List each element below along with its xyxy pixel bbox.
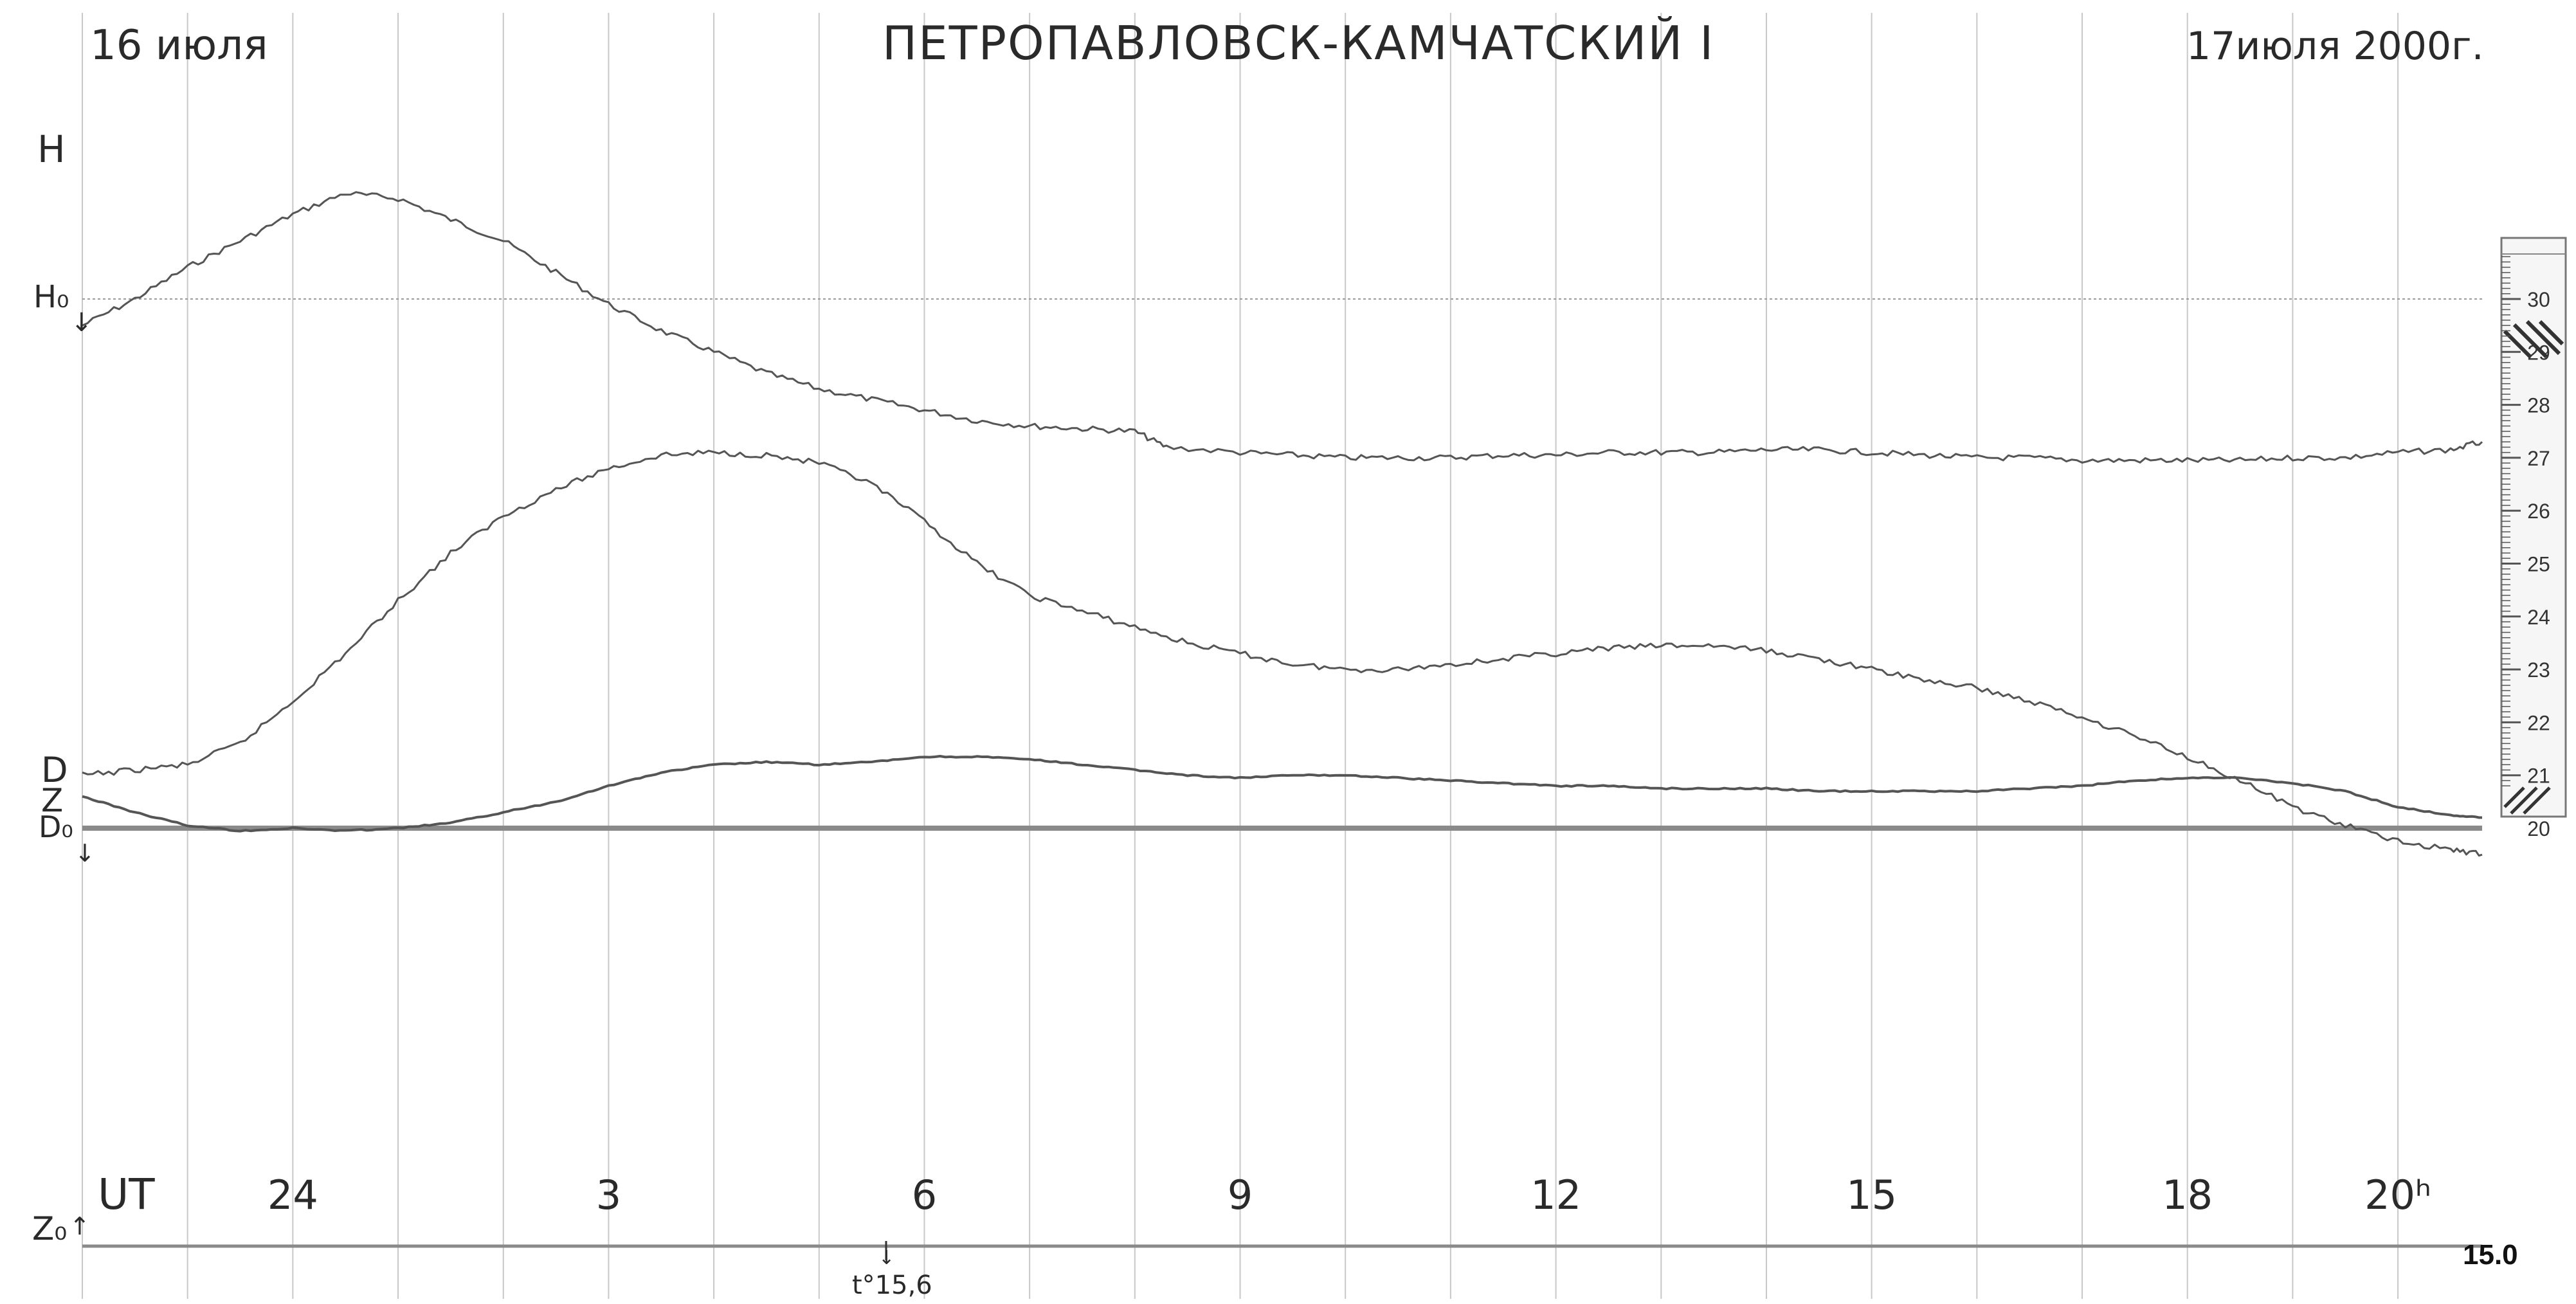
- scale-label: 21: [2527, 765, 2550, 788]
- time-tick-label: 3: [596, 1172, 621, 1218]
- h0-arrow-icon: ↓: [71, 308, 93, 338]
- time-tick-label: 20ʰ: [2364, 1172, 2431, 1218]
- scale-labels: 30 29 28 27 26 25 24 23 22 21 20: [2527, 288, 2550, 840]
- scale-bar: 30 29 28 27 26 25 24 23 22 21 20: [2500, 237, 2567, 840]
- trace-h: [82, 191, 2483, 464]
- ut-axis-label: UT: [98, 1170, 155, 1219]
- temperature-arrow-icon: ↓: [878, 1247, 894, 1269]
- scale-label: 26: [2527, 500, 2550, 523]
- temperature-label: t°15,6: [852, 1271, 932, 1300]
- baselines: [82, 298, 2482, 1248]
- scale-label: 25: [2527, 553, 2550, 576]
- time-tick-label: 18: [2162, 1172, 2213, 1218]
- scale-hatch: [2503, 320, 2564, 359]
- trace-z: [82, 755, 2482, 833]
- z0-label: Z₀: [32, 1210, 67, 1247]
- trace-d: [82, 449, 2483, 857]
- scale-label: 24: [2527, 606, 2550, 629]
- h-label: H: [37, 127, 66, 171]
- d0-label: D₀: [39, 810, 73, 844]
- scale-label: 27: [2527, 447, 2550, 470]
- scale-ticks: [2501, 256, 2521, 786]
- z0-arrow-icon: ↑: [69, 1212, 90, 1240]
- time-tick-label: 12: [1530, 1172, 1581, 1218]
- scale-hatch-lower: [2503, 786, 2551, 815]
- right-date: 17июля 2000г.: [2186, 24, 2484, 69]
- h0-label: H₀: [33, 279, 69, 315]
- scale-label: 28: [2527, 394, 2550, 417]
- scale-label: 29: [2527, 341, 2550, 364]
- d0-arrow-icon: ↓: [75, 839, 95, 867]
- scale-label: 23: [2527, 658, 2550, 682]
- scale-label: 30: [2527, 288, 2550, 311]
- traces: [82, 191, 2483, 857]
- time-tick-label: 6: [912, 1172, 937, 1218]
- scale-label: 22: [2527, 711, 2550, 734]
- z-label: Z: [41, 782, 63, 819]
- time-tick-label: 15: [1846, 1172, 1897, 1218]
- scale-label: 20: [2527, 817, 2550, 840]
- d-label: D: [41, 750, 68, 790]
- left-date: 16 июля: [90, 22, 268, 69]
- hour-grid: [82, 13, 2399, 1299]
- chart-title: ПЕТРОПАВЛОВСК-КАМЧАТСКИЙ I: [882, 16, 1714, 70]
- time-tick-label: 9: [1228, 1172, 1253, 1218]
- corner-value: 15.0: [2463, 1239, 2518, 1271]
- time-axis-ticks: 24 3 6 9 12 15 18 20ʰ: [268, 1172, 2431, 1218]
- time-tick-label: 24: [268, 1172, 318, 1218]
